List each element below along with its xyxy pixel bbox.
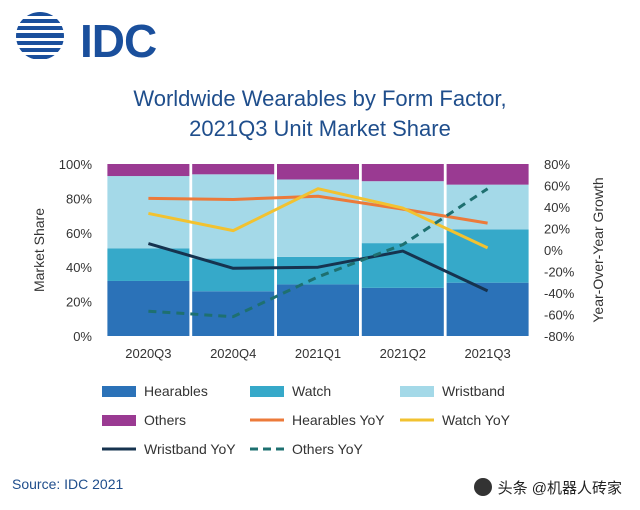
- legend-swatch-watch: [250, 386, 284, 397]
- x-tick-label: 2021Q2: [380, 346, 426, 361]
- y2-tick-label: -40%: [544, 286, 575, 301]
- line-others-yoy: [148, 187, 489, 319]
- bar-watch: [107, 248, 190, 281]
- watermark-badge-icon: [473, 478, 492, 496]
- legend-label-hearables-yoy: Hearables YoY: [292, 412, 385, 428]
- legend-label-watch: Watch: [292, 383, 331, 399]
- legend-label-wristband-yoy: Wristband YoY: [144, 441, 236, 457]
- y2-tick-label: 0%: [544, 243, 563, 258]
- source-note: Source: IDC 2021: [12, 476, 124, 492]
- y-tick-label: 80%: [66, 191, 92, 206]
- x-tick-label: 2020Q3: [125, 346, 171, 361]
- y2-tick-label: 40%: [544, 200, 570, 215]
- bar-others: [361, 164, 444, 182]
- chart-title-line-1: Worldwide Wearables by Form Factor,: [133, 86, 507, 111]
- bar-watch: [192, 258, 275, 292]
- y-tick-label: 20%: [66, 295, 92, 310]
- bar-hearables: [277, 284, 359, 336]
- y-tick-label: 40%: [66, 260, 92, 275]
- logo-wordmark: IDC: [80, 15, 157, 67]
- x-tick-label: 2021Q3: [464, 346, 510, 361]
- y2-axis-label: Year-Over-Year Growth: [590, 177, 606, 322]
- legend-label-others: Others: [144, 412, 186, 428]
- legend-swatch-hearables: [102, 386, 136, 397]
- x-tick-label: 2021Q1: [295, 346, 341, 361]
- bar-others: [192, 164, 275, 175]
- y2-tick-label: -20%: [544, 265, 575, 280]
- bar-hearables: [446, 282, 529, 336]
- line-hearables-yoy: [148, 194, 488, 225]
- line-wristband-yoy: [147, 242, 489, 293]
- bar-watch: [446, 229, 529, 283]
- x-tick-label: 2020Q4: [210, 346, 256, 361]
- bar-others: [446, 164, 529, 185]
- chart-title-line-2: 2021Q3 Unit Market Share: [189, 116, 451, 141]
- bar-wristband: [277, 179, 359, 257]
- bar-others: [277, 164, 359, 180]
- y2-tick-label: 60%: [544, 179, 570, 194]
- bar-others: [107, 164, 190, 177]
- watermark-text: 头条 @机器人砖家: [497, 480, 622, 497]
- y2-tick-label: -60%: [544, 308, 575, 323]
- legend-label-watch-yoy: Watch YoY: [442, 412, 511, 428]
- bar-hearables: [107, 280, 190, 336]
- y2-tick-label: 20%: [544, 222, 570, 237]
- y-tick-label: 60%: [66, 226, 92, 241]
- legend-label-others-yoy: Others YoY: [292, 441, 363, 457]
- chart-area: 0% 20% 40% 60% 80% 100% -80% -60% -40% -20% 0% 20% 4…: [31, 157, 606, 457]
- y-tick-label: 0%: [73, 329, 92, 344]
- y-axis-label: Market Share: [31, 208, 47, 292]
- y2-tick-label: 80%: [544, 157, 570, 172]
- idc-logo: IDC: [14, 8, 164, 67]
- globe-icon: [16, 12, 64, 59]
- bar-wristband: [107, 176, 190, 249]
- legend-label-wristband: Wristband: [442, 383, 505, 399]
- legend-label-hearables: Hearables: [144, 383, 208, 399]
- bar-hearables: [361, 287, 444, 336]
- y2-tick-label: -80%: [544, 329, 575, 344]
- legend-swatch-wristband: [400, 386, 434, 397]
- y-tick-label: 100%: [59, 157, 93, 172]
- watermark: 头条 @机器人砖家: [473, 477, 622, 498]
- line-watch-yoy: [148, 187, 489, 250]
- legend-swatch-others: [102, 415, 136, 426]
- bar-wristband: [361, 181, 444, 244]
